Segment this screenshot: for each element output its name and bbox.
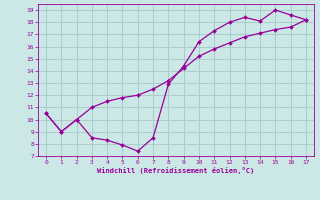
X-axis label: Windchill (Refroidissement éolien,°C): Windchill (Refroidissement éolien,°C)	[97, 167, 255, 174]
